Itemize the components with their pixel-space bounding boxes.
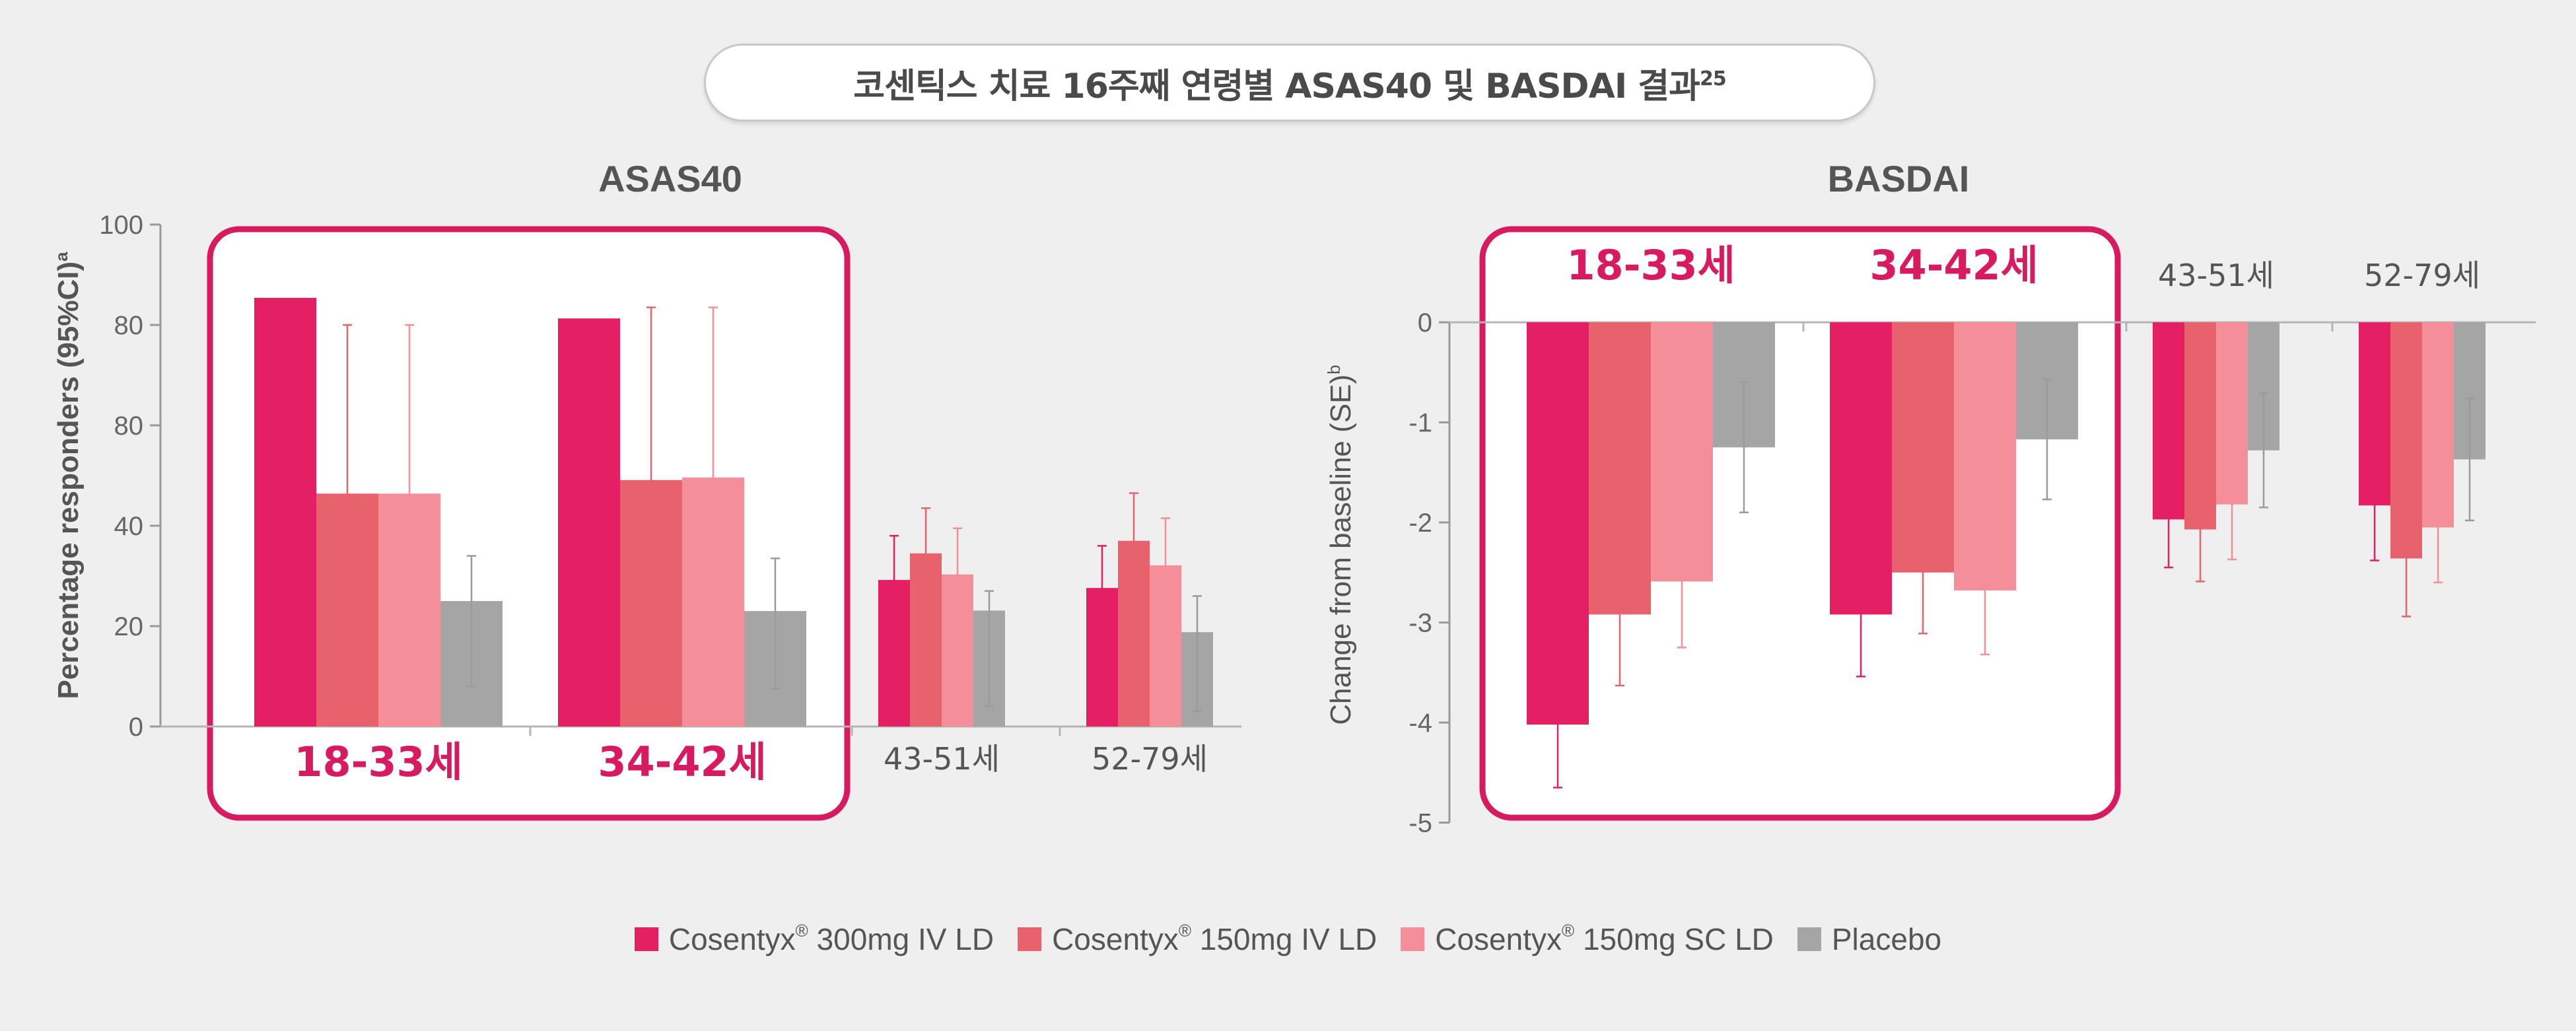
asas40-y-tick-label: 100 bbox=[99, 211, 143, 240]
asas40-category-label-43-51: 43-51세 bbox=[884, 741, 1000, 777]
legend: Cosentyx® 300mg IV LD Cosentyx® 150mg IV… bbox=[0, 921, 2576, 957]
basdai-y-tick-label: 0 bbox=[1418, 308, 1432, 338]
asas40-category-label-18-33: 18-33세 bbox=[294, 738, 462, 786]
asas40-bar-18-33-cosentyx-300mg-iv-ld bbox=[254, 297, 316, 727]
asas40-y-tick-label: 80 bbox=[114, 311, 144, 340]
legend-swatch bbox=[1018, 927, 1042, 951]
basdai-y-tick-label: -4 bbox=[1409, 709, 1432, 738]
legend-swatch bbox=[634, 927, 658, 951]
title-text: 코센틱스 치료 16주째 연령별 ASAS40 및 BASDAI 결과 bbox=[853, 66, 1700, 106]
legend-label: Cosentyx® 300mg IV LD bbox=[668, 920, 994, 956]
title-reference: 25 bbox=[1699, 67, 1727, 90]
basdai-category-label-52-79: 52-79세 bbox=[2364, 258, 2480, 293]
asas40-y-axis-label: Percentage responders (95%CI)a bbox=[52, 252, 85, 699]
basdai-bar-18-33-cosentyx-300mg-iv-ld bbox=[1527, 322, 1589, 725]
basdai-category-label-34-42: 34-42세 bbox=[1869, 241, 2038, 289]
basdai-y-tick-label: -2 bbox=[1409, 509, 1432, 538]
legend-swatch bbox=[1797, 927, 1821, 951]
asas40-y-tick-label: 0 bbox=[129, 713, 143, 742]
asas40-panel-title: ASAS40 bbox=[598, 158, 742, 199]
asas40-y-tick-label: 20 bbox=[114, 612, 144, 641]
asas40-y-tick-label: 80 bbox=[114, 411, 144, 441]
basdai-category-label-18-33: 18-33세 bbox=[1566, 241, 1735, 289]
legend-label: Cosentyx® 150mg IV LD bbox=[1052, 920, 1377, 956]
legend-item-150mg-iv: Cosentyx® 150mg IV LD bbox=[1018, 921, 1377, 957]
basdai-y-axis-label-superscript: b bbox=[1324, 365, 1344, 374]
asas40-y-tick-label: 40 bbox=[114, 512, 144, 541]
basdai-y-tick-label: -5 bbox=[1409, 809, 1432, 838]
asas40-category-label-52-79: 52-79세 bbox=[1092, 741, 1208, 777]
basdai-y-axis-label: Change from baseline (SE)b bbox=[1324, 365, 1357, 725]
legend-item-placebo: Placebo bbox=[1797, 921, 1941, 957]
infographic-title: 코센틱스 치료 16주째 연령별 ASAS40 및 BASDAI 결과 25 bbox=[704, 44, 1875, 122]
asas40-category-label-34-42: 34-42세 bbox=[598, 738, 766, 786]
basdai-y-tick-label: -3 bbox=[1409, 609, 1432, 638]
basdai-category-label-43-51: 43-51세 bbox=[2158, 258, 2274, 293]
legend-item-300mg-iv: Cosentyx® 300mg IV LD bbox=[634, 920, 994, 957]
legend-label: Placebo bbox=[1831, 922, 1942, 956]
legend-swatch bbox=[1401, 927, 1425, 951]
basdai-y-tick-label: -1 bbox=[1409, 409, 1432, 438]
basdai-panel-title: BASDAI bbox=[1827, 158, 1970, 199]
asas40-y-axis-label-superscript: a bbox=[52, 252, 71, 262]
legend-label: Cosentyx® 150mg SC LD bbox=[1435, 920, 1774, 956]
legend-item-150mg-sc: Cosentyx® 150mg SC LD bbox=[1401, 921, 1774, 957]
